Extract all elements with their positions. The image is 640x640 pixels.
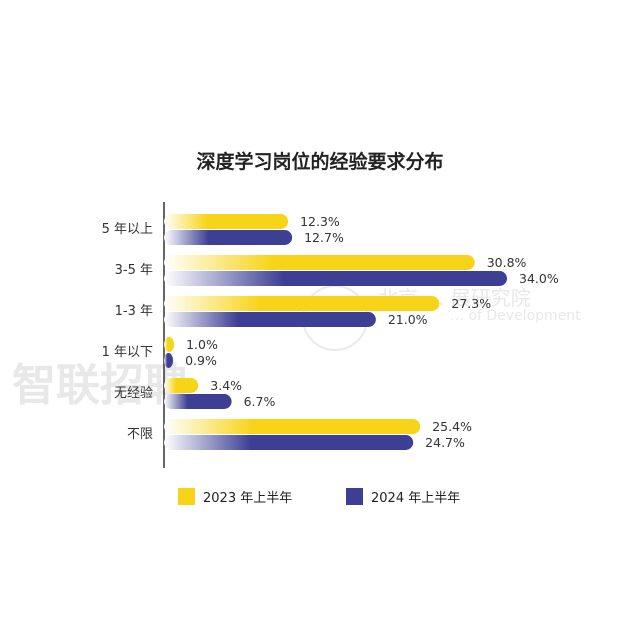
data-label: 12.3%: [300, 214, 340, 229]
data-label: 25.4%: [432, 419, 472, 434]
data-label: 27.3%: [451, 296, 491, 311]
data-label: 3.4%: [210, 378, 242, 393]
bar-2023: [164, 214, 289, 229]
legend-label-2023: 2023 年上半年: [203, 491, 292, 506]
bar-2024: [164, 230, 293, 245]
chart-title: 深度学习岗位的经验要求分布: [196, 150, 443, 173]
bar-2024: [164, 271, 507, 286]
data-label: 30.8%: [487, 255, 527, 270]
category-label: 无经验: [114, 385, 153, 401]
bar-2023: [164, 296, 440, 311]
legend-swatch-2023: [178, 488, 195, 505]
data-label: 6.7%: [244, 394, 276, 409]
bar-2023: [164, 419, 421, 434]
data-label: 1.0%: [186, 337, 218, 352]
watermark-institute-en: … of Development: [450, 308, 581, 324]
bar-2024: [164, 312, 376, 327]
bar-2023: [164, 378, 199, 393]
bar-2023: [164, 255, 475, 270]
legend: 2023 年上半年 2024 年上半年: [178, 488, 460, 506]
value-labels: 12.3%12.7% 30.8%34.0% 27.3% 21.0% 1.0%0.9% 3.…: [185, 214, 559, 450]
data-label: 34.0%: [519, 271, 559, 286]
bars-group: [164, 214, 507, 450]
data-label: 12.7%: [304, 230, 344, 245]
category-label: 1-3 年: [115, 304, 153, 319]
legend-label-2024: 2024 年上半年: [371, 491, 460, 506]
bar-2024: [164, 435, 414, 450]
data-label: 21.0%: [388, 312, 428, 327]
category-label: 5 年以上: [102, 222, 153, 237]
category-label: 3-5 年: [115, 263, 153, 278]
category-label: 不限: [127, 427, 153, 442]
data-label: 0.9%: [185, 353, 217, 368]
bar-2024: [164, 353, 174, 368]
data-label: 24.7%: [425, 435, 465, 450]
watermark-brand: 智联招聘: [12, 360, 188, 411]
bar-2023: [164, 337, 175, 352]
legend-swatch-2024: [346, 488, 363, 505]
bar-2024: [164, 394, 232, 409]
category-label: 1 年以下: [102, 345, 153, 360]
